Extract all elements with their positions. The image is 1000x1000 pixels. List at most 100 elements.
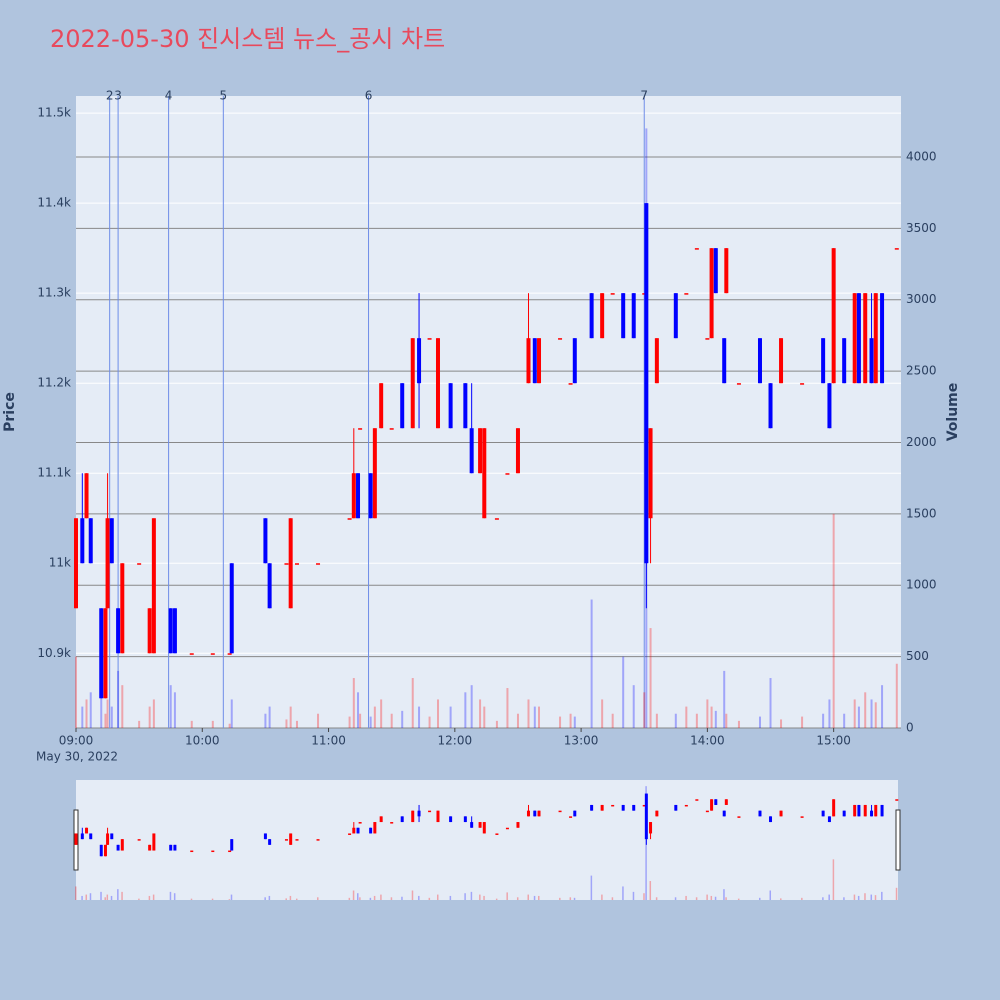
volume-bar: [674, 713, 677, 728]
mini-volume-bar: [190, 898, 193, 900]
mini-volume-bar: [264, 897, 266, 900]
news-label: 5: [220, 89, 228, 103]
volume-bar: [268, 706, 271, 728]
mini-candle-body: [827, 816, 831, 823]
mini-volume-bar: [737, 898, 740, 900]
mini-volume-bar: [121, 891, 123, 900]
mini-candle-body: [569, 816, 573, 818]
y-tick-label: 11.5k: [37, 106, 71, 120]
mini-volume-bar: [211, 898, 214, 900]
mini-volume-bar: [373, 895, 376, 900]
candle-body: [894, 248, 899, 250]
mini-volume-bar: [569, 897, 572, 900]
mini-volume-bar: [506, 892, 508, 900]
candle-body: [648, 428, 653, 519]
mini-volume-bar: [649, 881, 652, 900]
candle-body: [572, 338, 577, 384]
volume-bar: [832, 513, 835, 728]
mini-candle-body: [880, 804, 884, 817]
candle-body: [505, 473, 510, 475]
mini-candle-body: [737, 816, 741, 818]
mini-volume-bar: [853, 894, 856, 900]
candle-body: [410, 338, 415, 429]
mini-candle-body: [632, 804, 636, 811]
y-tick-label: 11k: [49, 556, 71, 570]
mini-candle-body: [495, 833, 499, 835]
mini-candle-body: [436, 810, 440, 823]
candle-body: [684, 293, 689, 295]
mini-volume-bar: [173, 893, 176, 900]
mini-volume-bar: [148, 895, 151, 900]
x-tick-label: 09:00: [59, 734, 94, 748]
mini-candle-body: [758, 810, 762, 817]
range-slider[interactable]: [76, 780, 898, 900]
mini-candle-body: [99, 844, 103, 857]
mini-candle-body: [674, 804, 678, 811]
volume-bar: [230, 699, 233, 728]
candle-body: [358, 428, 363, 430]
mini-candle-body: [169, 844, 173, 851]
candle-body: [105, 518, 110, 609]
volume-bar: [622, 656, 625, 728]
mini-candle-body: [230, 839, 234, 851]
mini-volume-bar: [81, 895, 83, 900]
volume-bar: [506, 688, 509, 728]
candle-body: [372, 428, 377, 519]
mini-candle-body: [284, 839, 288, 841]
x-tick-label: 11:00: [311, 734, 346, 748]
mini-volume-bar: [390, 897, 393, 900]
candle-body: [103, 608, 108, 699]
mini-candle-body: [268, 839, 272, 845]
volume-bar: [380, 699, 383, 728]
mini-volume-bar: [418, 895, 420, 900]
mini-candle-body: [769, 816, 773, 823]
volume-bar: [464, 692, 467, 728]
candle-body: [880, 293, 885, 384]
range-handle[interactable]: [895, 809, 901, 871]
candle-body: [757, 338, 762, 384]
volume-bar: [828, 699, 831, 728]
candle-body: [368, 473, 373, 519]
mini-candle-body: [211, 850, 215, 853]
mini-candle-body: [863, 804, 867, 817]
mini-candle-body: [369, 827, 373, 834]
mini-candle-body: [85, 827, 89, 834]
mini-volume-bar: [527, 894, 529, 900]
volume-bar: [495, 720, 498, 728]
y-tick-label: 10.9k: [37, 646, 71, 660]
mini-candle-body: [870, 810, 874, 817]
mini-volume-bar: [643, 893, 645, 900]
mini-candle-body: [106, 833, 110, 845]
candle-body: [435, 338, 440, 429]
y2-tick-label: 500: [906, 649, 929, 663]
mini-volume-bar: [230, 894, 233, 900]
volume-bar: [758, 716, 761, 728]
volume-bar: [317, 713, 320, 728]
volume-bar: [173, 692, 176, 728]
mini-candle-body: [533, 810, 537, 817]
candle-body: [705, 338, 710, 340]
volume-bar: [479, 699, 482, 728]
mini-volume-bar: [117, 889, 119, 900]
mini-candle-body: [173, 844, 177, 851]
volume-bar: [822, 713, 825, 728]
mini-volume-bar: [352, 890, 355, 900]
candle-body: [856, 293, 861, 384]
volume-bar: [655, 713, 658, 728]
volume-bar: [710, 706, 713, 728]
mini-volume-bar: [822, 897, 824, 900]
volume-bar: [89, 692, 92, 728]
news-label: 2: [106, 89, 114, 103]
candle-body: [644, 203, 649, 564]
mini-candle-body: [705, 810, 709, 813]
volume-bar: [138, 720, 141, 728]
candle-body: [427, 338, 432, 340]
mini-candle-body: [137, 839, 141, 841]
mini-candle-body: [558, 810, 562, 813]
mini-volume-bar: [369, 897, 372, 900]
candle-body: [694, 248, 699, 250]
candle-body: [610, 293, 615, 295]
volume-bar: [649, 628, 652, 728]
mini-volume-bar: [106, 894, 109, 900]
candle-body: [568, 383, 573, 385]
